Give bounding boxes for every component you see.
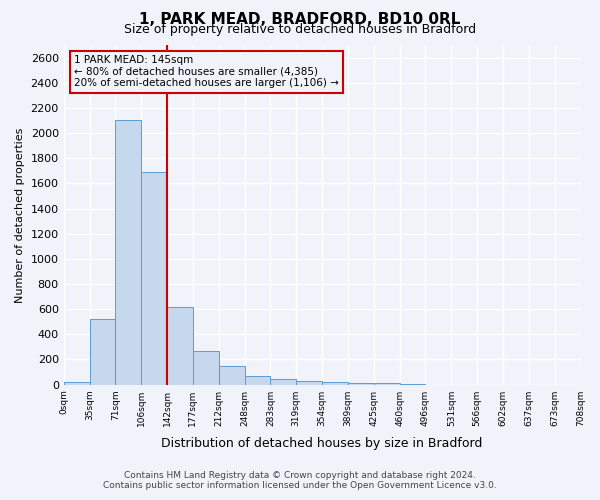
- Bar: [167, 306, 193, 384]
- Bar: [271, 379, 296, 384]
- Text: Size of property relative to detached houses in Bradford: Size of property relative to detached ho…: [124, 22, 476, 36]
- Text: 1 PARK MEAD: 145sqm
← 80% of detached houses are smaller (4,385)
20% of semi-det: 1 PARK MEAD: 145sqm ← 80% of detached ho…: [74, 55, 339, 88]
- Bar: [64, 382, 89, 384]
- Bar: [115, 120, 141, 384]
- Bar: [219, 366, 245, 384]
- Text: Contains HM Land Registry data © Crown copyright and database right 2024.
Contai: Contains HM Land Registry data © Crown c…: [103, 470, 497, 490]
- X-axis label: Distribution of detached houses by size in Bradford: Distribution of detached houses by size …: [161, 437, 483, 450]
- Bar: [193, 352, 219, 384]
- Bar: [322, 382, 348, 384]
- Bar: [296, 381, 322, 384]
- Bar: [89, 319, 115, 384]
- Y-axis label: Number of detached properties: Number of detached properties: [15, 127, 25, 302]
- Bar: [141, 172, 167, 384]
- Bar: [245, 376, 271, 384]
- Text: 1, PARK MEAD, BRADFORD, BD10 0RL: 1, PARK MEAD, BRADFORD, BD10 0RL: [139, 12, 461, 28]
